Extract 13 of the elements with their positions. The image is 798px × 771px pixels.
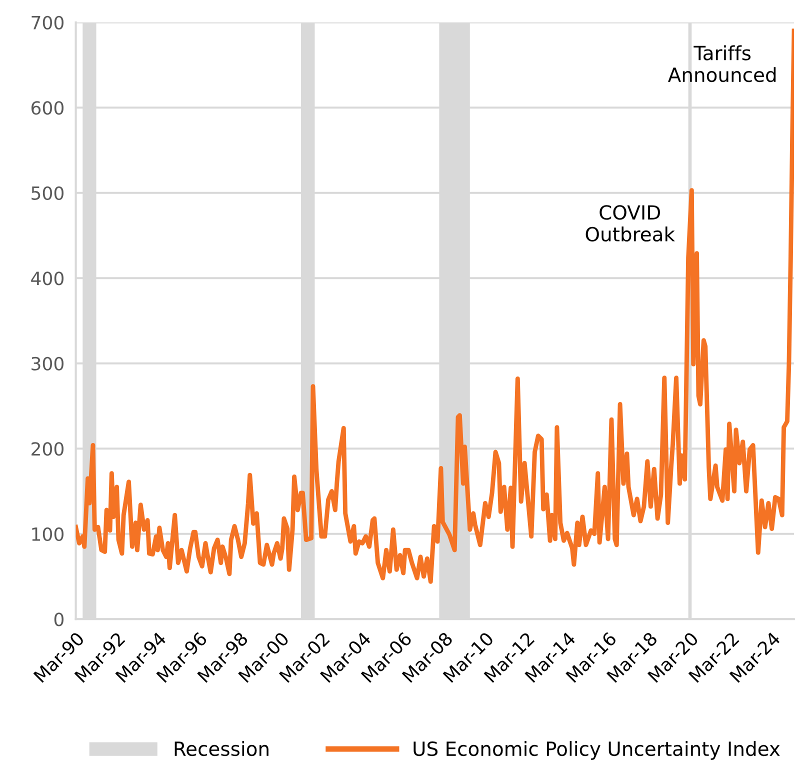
legend-label: Recession xyxy=(174,741,268,756)
y-tick-label: 200 xyxy=(32,442,64,456)
y-tick-label: 500 xyxy=(32,186,64,200)
y-tick-label: 700 xyxy=(32,16,64,30)
y-tick-label: 400 xyxy=(31,272,64,286)
line-series xyxy=(76,28,794,584)
y-tick-label: 100 xyxy=(32,527,64,541)
y-tick-label: 600 xyxy=(31,101,64,115)
y-tick-label: 300 xyxy=(32,356,64,370)
annotation: Tariffs Announced xyxy=(668,45,776,82)
legend-label: US Economic Policy Uncertainty Index xyxy=(414,741,780,760)
annotation: COVID Outbreak xyxy=(586,205,675,242)
y-tick-label: 0 xyxy=(54,612,64,626)
